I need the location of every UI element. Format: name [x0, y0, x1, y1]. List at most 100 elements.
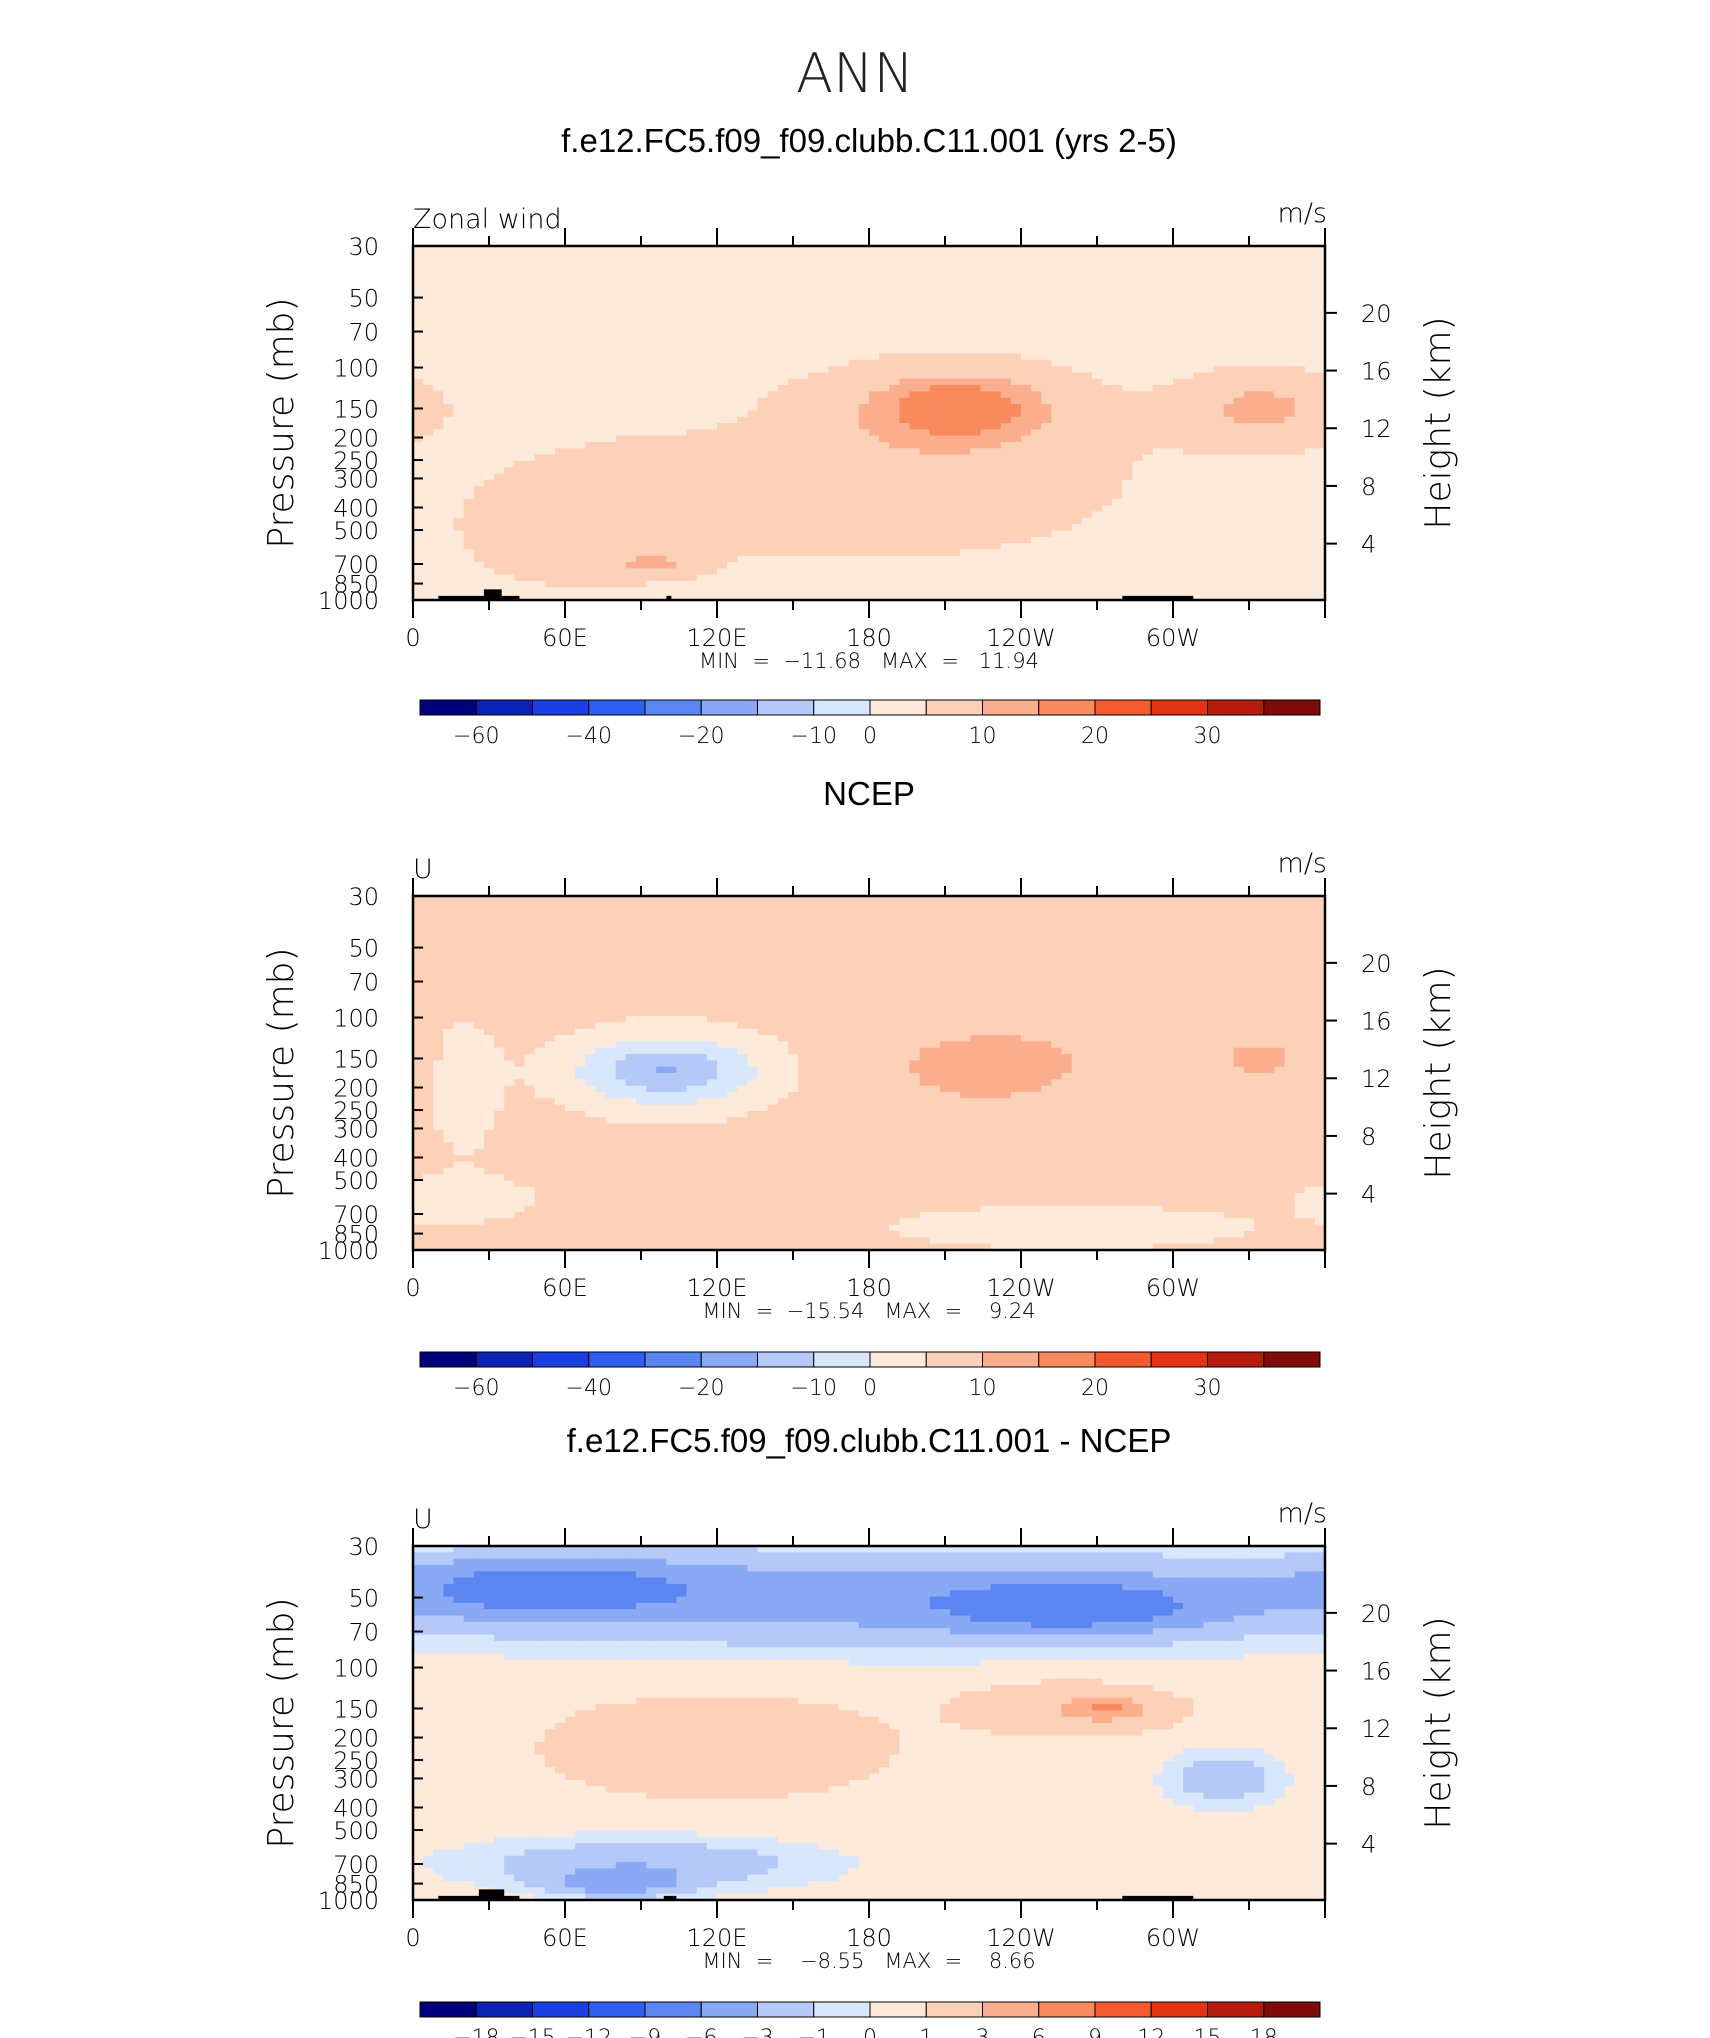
- contour-cell: [646, 385, 657, 392]
- contour-cell: [615, 479, 627, 487]
- contour-cell: [737, 271, 748, 279]
- contour-cell: [1081, 290, 1093, 298]
- contour-cell: [1264, 441, 1275, 449]
- contour-cell: [858, 530, 870, 538]
- contour-cell: [443, 423, 455, 430]
- contour-cell: [1284, 353, 1296, 361]
- contour-cell: [585, 321, 596, 329]
- contour-cell: [939, 492, 951, 500]
- contour-cell: [1031, 423, 1042, 430]
- contour-cell: [1142, 435, 1154, 443]
- contour-cell: [1132, 252, 1144, 260]
- contour-cell: [706, 581, 718, 588]
- contour-cell: [1071, 492, 1083, 500]
- contour-cell: [514, 593, 526, 601]
- contour-cell: [483, 467, 495, 475]
- contour-cell: [787, 479, 799, 487]
- contour-cell: [696, 397, 708, 405]
- contour-cell: [777, 258, 789, 266]
- contour-cell: [808, 454, 819, 462]
- contour-cell: [494, 271, 505, 279]
- contour-cell: [787, 397, 799, 405]
- contour-cell: [1193, 562, 1204, 569]
- contour-cell: [1173, 328, 1184, 336]
- contour-cell: [1294, 581, 1306, 588]
- contour-cell: [686, 309, 698, 317]
- contour-cell: [1243, 448, 1255, 456]
- contour-cell: [1183, 574, 1194, 582]
- contour-cell: [1233, 435, 1245, 443]
- contour-cell: [869, 498, 880, 506]
- contour-cell: [1010, 549, 1022, 557]
- contour-cell: [625, 423, 637, 430]
- contour-cell: [706, 562, 718, 569]
- contour-cell: [1173, 467, 1184, 475]
- contour-cell: [1274, 441, 1286, 449]
- contour-cell: [1264, 467, 1275, 475]
- contour-cell: [1071, 283, 1083, 291]
- contour-cell: [433, 353, 444, 361]
- contour-cell: [899, 555, 911, 563]
- contour-cell: [1122, 574, 1134, 582]
- contour-cell: [494, 555, 505, 563]
- contour-cell: [534, 347, 546, 355]
- contour-cell: [1051, 581, 1063, 588]
- contour-cell: [737, 473, 748, 481]
- contour-cell: [767, 530, 779, 538]
- contour-cell: [950, 397, 961, 405]
- contour-cell: [514, 385, 526, 392]
- contour-cell: [494, 530, 505, 538]
- contour-cell: [706, 271, 718, 279]
- contour-cell: [1243, 296, 1255, 304]
- contour-cell: [858, 492, 870, 500]
- contour-cell: [706, 423, 718, 430]
- contour-cell: [828, 479, 840, 487]
- contour-cell: [950, 587, 961, 595]
- contour-cell: [635, 460, 647, 468]
- contour-cell: [828, 429, 840, 437]
- contour-cell: [727, 359, 738, 367]
- contour-cell: [1294, 372, 1306, 380]
- contour-cell: [848, 246, 860, 253]
- contour-cell: [990, 309, 1002, 317]
- contour-cell: [625, 517, 637, 525]
- contour-cell: [686, 530, 698, 538]
- contour-cell: [575, 492, 586, 500]
- contour-cell: [1233, 315, 1245, 323]
- contour-cell: [737, 492, 748, 500]
- contour-cell: [1081, 517, 1093, 525]
- contour-cell: [494, 328, 505, 336]
- contour-cell: [1031, 385, 1042, 392]
- contour-cell: [757, 277, 769, 285]
- contour-cell: [646, 321, 657, 329]
- contour-cell: [605, 416, 617, 424]
- contour-cell: [1122, 277, 1134, 285]
- contour-cell: [727, 246, 738, 253]
- contour-cell: [1183, 505, 1194, 513]
- contour-cell: [635, 498, 647, 506]
- contour-cell: [565, 321, 576, 329]
- contour-cell: [554, 511, 566, 519]
- contour-cell: [889, 397, 900, 405]
- contour-cell: [960, 473, 971, 481]
- contour-cell: [1294, 264, 1306, 272]
- contour-cell: [413, 524, 424, 532]
- contour-cell: [1223, 271, 1235, 279]
- contour-cell: [1173, 391, 1184, 399]
- contour-cell: [1152, 530, 1164, 538]
- contour-cell: [970, 467, 982, 475]
- contour-cell: [828, 473, 840, 481]
- contour-cell: [828, 435, 840, 443]
- contour-cell: [433, 530, 444, 538]
- contour-cell: [990, 511, 1002, 519]
- contour-cell: [1142, 372, 1154, 380]
- contour-cell: [747, 397, 759, 405]
- contour-cell: [869, 429, 880, 437]
- contour-cell: [798, 271, 809, 279]
- contour-cell: [879, 302, 890, 310]
- contour-cell: [960, 416, 971, 424]
- contour-cell: [1203, 315, 1215, 323]
- contour-cell: [747, 277, 759, 285]
- contour-cell: [463, 429, 475, 437]
- contour-cell: [737, 511, 748, 519]
